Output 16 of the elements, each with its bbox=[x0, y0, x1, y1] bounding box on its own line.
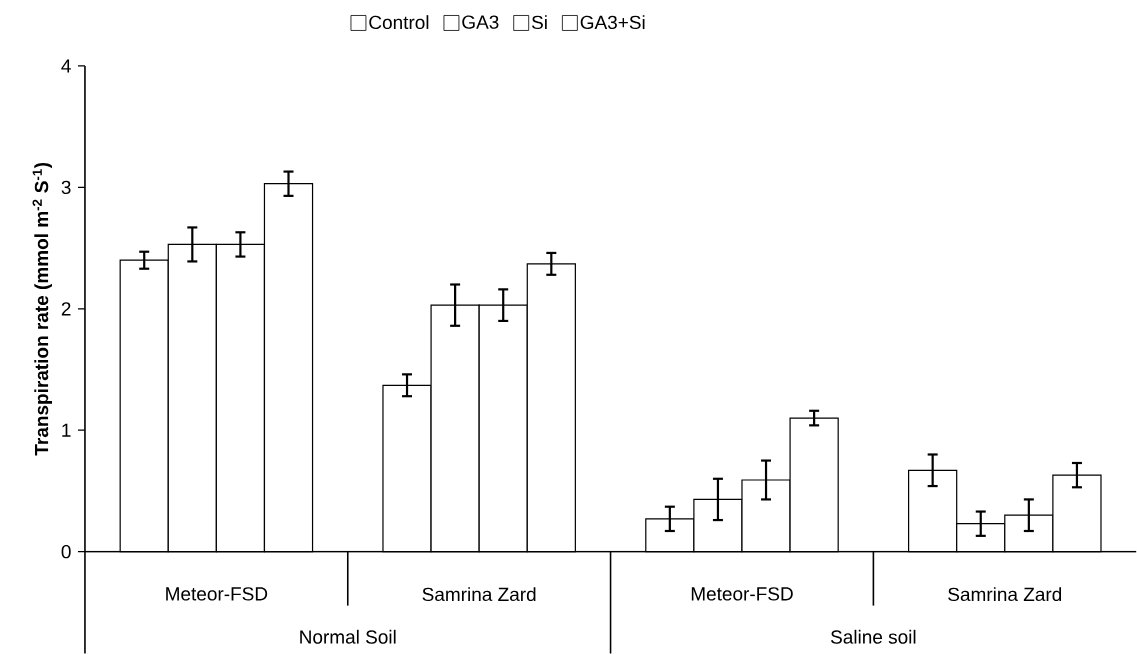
y-tick-label: 3 bbox=[61, 180, 71, 194]
x-tick-label: Samrina Zard bbox=[422, 586, 536, 601]
text: Normal Soil bbox=[300, 629, 396, 644]
x-tick-label: Meteor-FSD bbox=[691, 586, 793, 601]
y-tick-label: 1 bbox=[62, 423, 71, 437]
y-tick-label: 4 bbox=[61, 59, 71, 73]
legend-label: GA3 bbox=[462, 15, 499, 29]
legend-label: Control bbox=[369, 14, 429, 29]
y-tick-label: 2 bbox=[61, 301, 71, 316]
text: Saline soil bbox=[830, 629, 916, 644]
x-tick-label: Meteor-FSD bbox=[166, 586, 268, 601]
x-tick-label: Samrina Zard bbox=[948, 586, 1062, 601]
legend-label: GA3+Si bbox=[580, 14, 645, 29]
y-axis-title: Transpiration rate (mmol m$^{-2}$ S$^{-1}$) bbox=[32, 162, 52, 456]
legend-label: Si bbox=[531, 14, 547, 29]
y-tick-label: 0 bbox=[61, 544, 71, 559]
